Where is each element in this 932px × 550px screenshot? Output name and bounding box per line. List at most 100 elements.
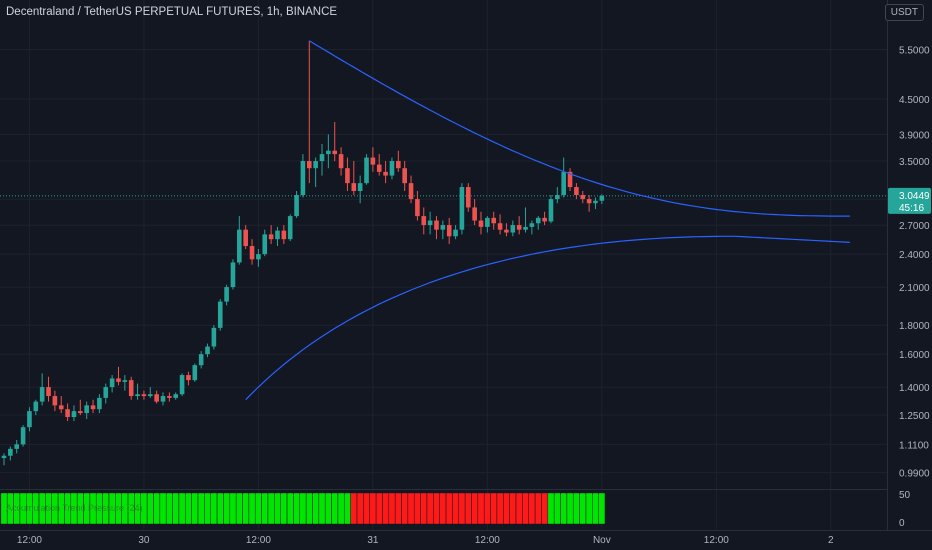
candle-body xyxy=(141,394,147,397)
candle-body xyxy=(593,200,598,204)
candle-body xyxy=(122,380,128,382)
candle-body xyxy=(345,168,350,184)
indicator-bar xyxy=(363,492,370,525)
indicator-bar xyxy=(560,492,567,525)
indicator-bar xyxy=(414,492,421,525)
indicator-bar xyxy=(210,492,218,525)
candle-body xyxy=(116,378,121,382)
y-tick-label: 2.4000 xyxy=(899,250,930,261)
candle-body xyxy=(243,229,248,247)
candle-body xyxy=(453,229,458,237)
candle-body xyxy=(459,187,465,230)
candle-body xyxy=(478,220,484,227)
indicator-bar xyxy=(522,492,529,525)
candle-body xyxy=(268,234,274,240)
x-tick-label: 12:00 xyxy=(246,535,271,546)
indicator-bar xyxy=(337,492,345,525)
candle-body xyxy=(523,226,528,230)
candle-body xyxy=(364,157,369,184)
y-tick-label: 3.5000 xyxy=(899,157,930,168)
indicator-bar xyxy=(325,492,332,525)
candle-body xyxy=(167,396,172,398)
candle-body xyxy=(586,199,592,204)
indicator-bar xyxy=(153,492,160,525)
indicator-bar xyxy=(464,492,472,525)
candle-body xyxy=(186,375,191,381)
candle-body xyxy=(128,380,134,397)
candle-body xyxy=(1,455,7,459)
indicator-bar xyxy=(407,492,415,525)
indicator-bar xyxy=(579,492,587,525)
candle-body xyxy=(383,171,388,176)
currency-unit-button[interactable]: USDT xyxy=(884,4,924,21)
indicator-bar xyxy=(395,492,402,525)
candle-body xyxy=(179,375,185,395)
candle-body xyxy=(58,405,64,410)
lower-wedge-curve xyxy=(245,235,850,401)
candle-body xyxy=(402,168,407,184)
candle-body xyxy=(33,401,39,412)
candle-body xyxy=(485,217,490,227)
indicator-bar xyxy=(229,492,237,525)
indicator-bar xyxy=(509,492,517,525)
indicator-bar xyxy=(286,492,294,525)
indicator-bar xyxy=(382,492,389,525)
candle-body xyxy=(249,246,255,260)
candle-body xyxy=(396,161,401,169)
indicator-tick-label: 50 xyxy=(899,490,911,501)
indicator-bar xyxy=(426,492,434,525)
indicator-bar xyxy=(566,492,574,525)
indicator-bar xyxy=(388,492,396,525)
y-tick-label: 1.8000 xyxy=(899,321,930,332)
candle-body xyxy=(529,223,535,227)
candle-body xyxy=(332,150,338,155)
candle-body xyxy=(389,161,395,176)
indicator-bar xyxy=(598,492,606,525)
x-tick-label: 12:00 xyxy=(17,535,42,546)
candle-body xyxy=(71,411,77,418)
indicator-bar xyxy=(236,492,243,525)
x-tick-label: 12:00 xyxy=(475,535,500,546)
candle-body xyxy=(376,164,382,172)
y-tick-label: 4.5000 xyxy=(899,95,930,106)
indicator-bar xyxy=(280,492,288,525)
indicator-bar xyxy=(356,492,364,525)
x-tick-label: 12:00 xyxy=(704,535,729,546)
candle-body xyxy=(599,195,605,201)
candle-body xyxy=(147,394,153,397)
indicator-bar xyxy=(420,492,428,525)
indicator-bar xyxy=(452,492,459,525)
indicator-bar xyxy=(178,492,186,525)
candle-body xyxy=(555,195,560,200)
y-tick-label: 3.9000 xyxy=(899,130,930,141)
indicator-bar xyxy=(477,492,485,525)
candle-body xyxy=(287,216,293,240)
y-tick-label: 1.6000 xyxy=(899,350,930,361)
indicator-bar xyxy=(274,492,281,525)
y-tick-label: 2.7000 xyxy=(899,221,930,232)
candle-body xyxy=(97,397,102,410)
indicator-bar xyxy=(471,492,478,525)
chart-title: Decentraland / TetherUS PERPETUAL FUTURE… xyxy=(6,6,338,18)
candle-body xyxy=(8,448,13,456)
candle-body xyxy=(46,387,51,397)
candle-body xyxy=(237,229,242,263)
indicator-bar xyxy=(146,492,154,525)
candle-body xyxy=(160,396,166,402)
candle-body xyxy=(14,444,20,449)
candle-body xyxy=(103,387,109,398)
indicator-bar xyxy=(197,492,205,525)
candle-body xyxy=(275,230,280,240)
candle-body xyxy=(427,220,433,226)
indicator-bar xyxy=(166,492,173,525)
indicator-tick-label: 0 xyxy=(899,518,905,529)
candle-body xyxy=(580,195,586,200)
indicator-bar xyxy=(293,492,300,525)
candle-body xyxy=(408,183,414,200)
candle-body xyxy=(135,394,140,397)
indicator-bar xyxy=(216,492,224,525)
candle-body xyxy=(52,396,58,406)
candle-body xyxy=(27,411,32,428)
candle-body xyxy=(173,394,179,398)
